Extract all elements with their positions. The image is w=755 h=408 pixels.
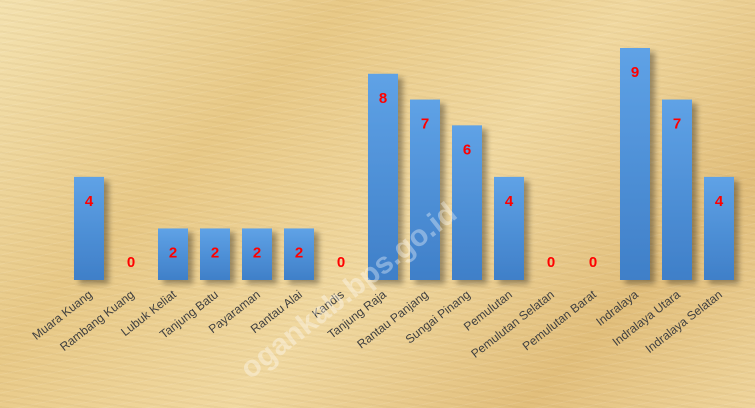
bar-rantau-alai bbox=[284, 228, 314, 280]
data-label: 2 bbox=[253, 244, 261, 261]
data-label: 7 bbox=[421, 116, 429, 133]
bar-tanjung-batu bbox=[200, 228, 230, 280]
data-label: 9 bbox=[631, 64, 639, 81]
bar-sungai-pinang bbox=[452, 125, 482, 280]
bar-payaraman bbox=[242, 228, 272, 280]
bar-lubuk-keliat bbox=[158, 228, 188, 280]
watermark-text: ogankab.bps.go.id bbox=[234, 196, 463, 385]
data-label: 4 bbox=[715, 193, 724, 210]
bar-pemulutan bbox=[494, 176, 524, 280]
data-label: 0 bbox=[337, 254, 345, 271]
data-label: 7 bbox=[673, 116, 681, 133]
data-label: 4 bbox=[505, 193, 514, 210]
bar-muara-kuang bbox=[74, 176, 104, 280]
bar-indralaya bbox=[620, 48, 650, 280]
data-label: 0 bbox=[589, 254, 597, 271]
data-label: 6 bbox=[463, 141, 471, 158]
data-label: 2 bbox=[295, 244, 303, 261]
bar-rantau-panjang bbox=[410, 99, 440, 280]
x-tick-label: Indralaya Selatan bbox=[643, 287, 725, 356]
data-label: 4 bbox=[85, 193, 94, 210]
bar-tanjung-raja bbox=[368, 73, 398, 281]
data-label: 2 bbox=[211, 244, 219, 261]
x-tick-label: Rambang Kuang bbox=[57, 287, 137, 353]
data-label: 0 bbox=[547, 254, 555, 271]
data-label: 8 bbox=[379, 90, 387, 107]
bar-indralaya-selatan bbox=[704, 176, 734, 280]
data-label: 0 bbox=[127, 254, 135, 271]
bar-indralaya-utara bbox=[662, 99, 692, 280]
x-tick-label: Pemulutan Barat bbox=[520, 287, 600, 353]
data-label: 2 bbox=[169, 244, 177, 261]
